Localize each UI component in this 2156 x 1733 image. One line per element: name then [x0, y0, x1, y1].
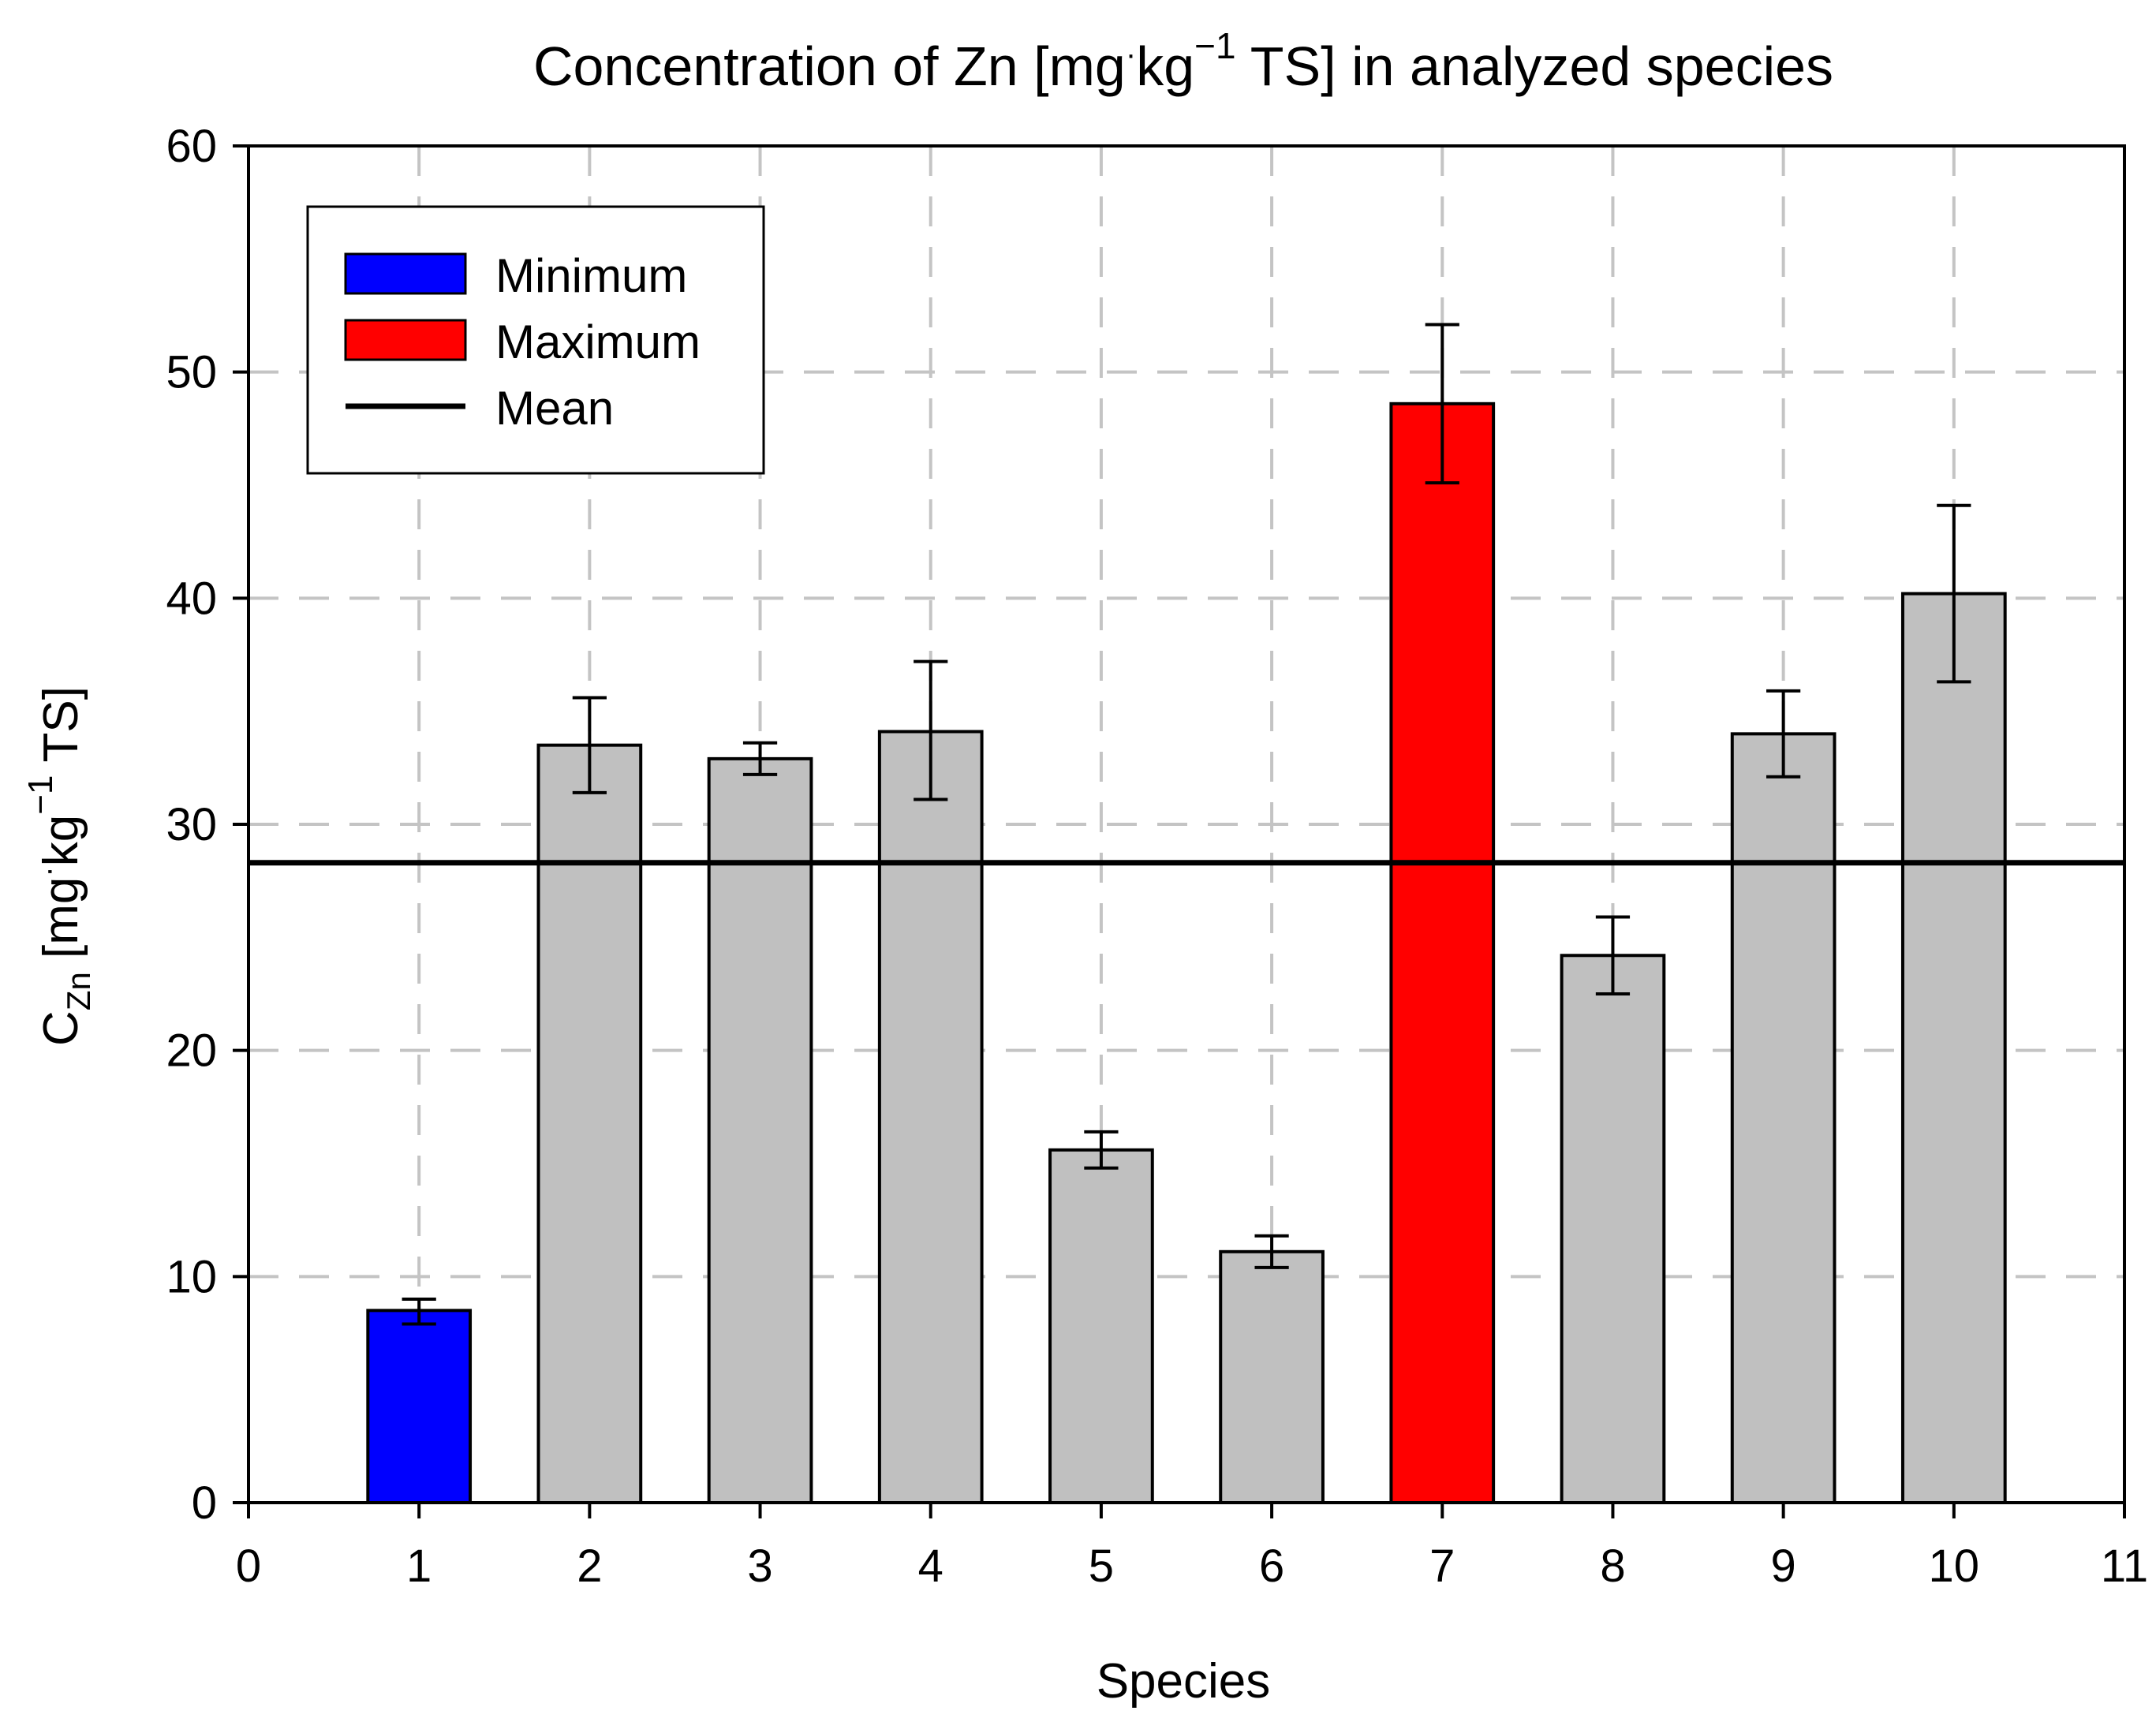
y-tick-label: 10 — [166, 1251, 217, 1302]
legend-swatch-minimum — [344, 252, 467, 295]
y-tick-label: 50 — [166, 347, 217, 398]
y-tick-label: 20 — [166, 1025, 217, 1077]
bar-species-9 — [1730, 732, 1837, 1504]
legend-label-mean: Mean — [495, 382, 614, 435]
y-tick-label: 0 — [192, 1477, 217, 1529]
x-tick-label: 7 — [1429, 1541, 1455, 1592]
x-tick-label: 10 — [1929, 1541, 1980, 1592]
bar-species-3 — [707, 756, 813, 1504]
y-tick-labels: 0 10 20 30 40 50 60 — [166, 121, 217, 1529]
legend-label-maximum: Maximum — [495, 316, 701, 368]
legend: Minimum Maximum Mean — [306, 205, 765, 475]
x-axis-label: Species — [1097, 1654, 1271, 1709]
ticks-layer — [233, 144, 2126, 1518]
legend-swatch-maximum — [344, 319, 467, 361]
y-axis-label: CZn [mg·kg−1 TS] — [21, 686, 97, 1046]
bar-species-2 — [536, 743, 643, 1504]
y-tick-label: 40 — [166, 573, 217, 624]
x-tick-label: 0 — [236, 1541, 261, 1592]
x-tick-label: 9 — [1771, 1541, 1796, 1592]
bar-species-4 — [877, 730, 984, 1504]
error-bars-layer — [402, 323, 1971, 1326]
x-tick-labels: 0 1 2 3 4 5 6 7 8 9 10 11 — [236, 1541, 2148, 1592]
x-tick-label: 5 — [1089, 1541, 1114, 1592]
bar-species-6 — [1219, 1249, 1325, 1505]
bar-species-8 — [1560, 954, 1666, 1505]
x-tick-label: 11 — [2101, 1541, 2148, 1592]
x-tick-label: 6 — [1259, 1541, 1284, 1592]
legend-label-minimum: Minimum — [495, 249, 687, 302]
x-tick-label: 1 — [406, 1541, 432, 1592]
y-tick-label: 30 — [166, 799, 217, 850]
chart-title: Concentration of Zn [mg·kg−1 TS] in anal… — [533, 25, 1833, 97]
bar-species-10 — [1900, 592, 2007, 1504]
x-tick-label: 4 — [918, 1541, 943, 1592]
bar-species-7 — [1389, 402, 1496, 1504]
x-tick-label: 8 — [1600, 1541, 1625, 1592]
y-tick-label: 60 — [166, 121, 217, 172]
bar-species-1 — [366, 1309, 473, 1505]
x-tick-label: 3 — [747, 1541, 772, 1592]
bar-species-5 — [1048, 1148, 1154, 1505]
x-tick-label: 2 — [577, 1541, 602, 1592]
bars-layer — [366, 402, 2007, 1505]
